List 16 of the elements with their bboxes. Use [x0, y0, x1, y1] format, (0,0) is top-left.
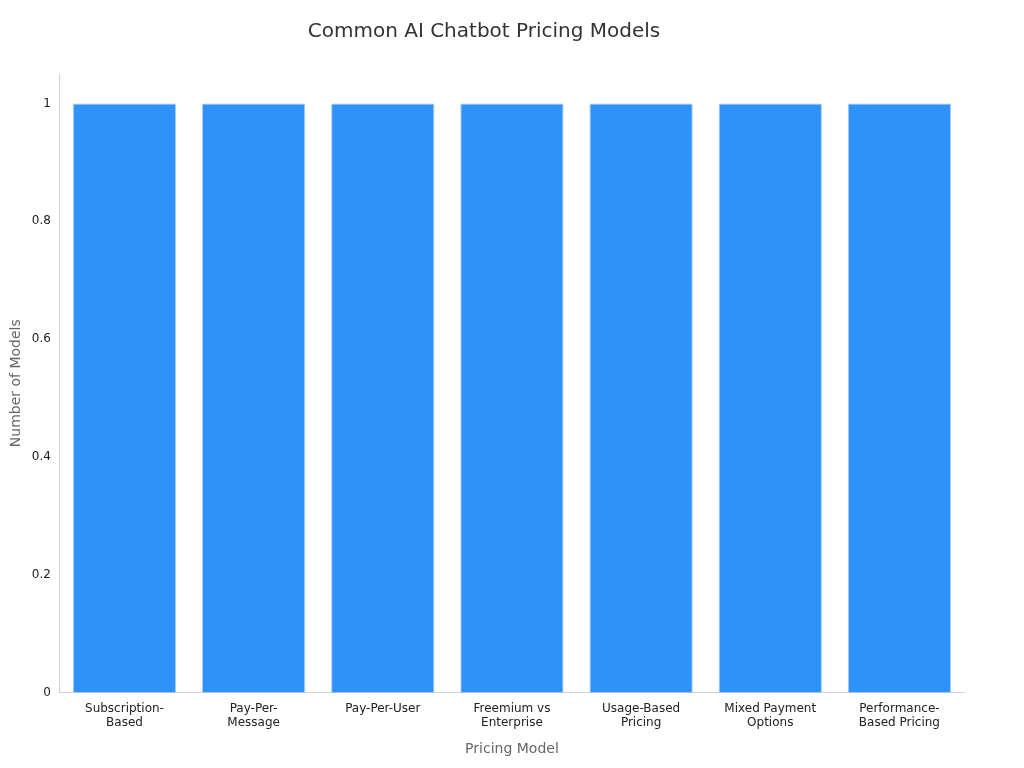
y-tick-label: 0.6 [31, 331, 51, 346]
x-axis-title: Pricing Model [465, 740, 559, 757]
x-tick-label: Pay-Per-User [345, 700, 421, 715]
y-tick-label: 1 [43, 95, 51, 110]
chart-title: Common AI Chatbot Pricing Models [307, 18, 661, 43]
y-axis-title: Number of Models [7, 319, 24, 448]
x-tick-label: Subscription-Based [85, 700, 164, 730]
x-tick-label: Pay-Per-Message [227, 700, 280, 730]
y-tick-label: 0.8 [31, 213, 51, 228]
x-tick-label: Freemium vs Enterprise [473, 700, 551, 730]
x-tick-label: Performance-Based Pricing [858, 700, 940, 730]
y-tick-label: 0 [43, 684, 51, 699]
x-tick-label: Usage-Based Pricing [602, 700, 681, 730]
y-tick-label: 0.2 [31, 566, 51, 581]
y-tick-label: 0.4 [31, 448, 51, 463]
x-tick-label: Mixed Payment Options [724, 700, 817, 730]
